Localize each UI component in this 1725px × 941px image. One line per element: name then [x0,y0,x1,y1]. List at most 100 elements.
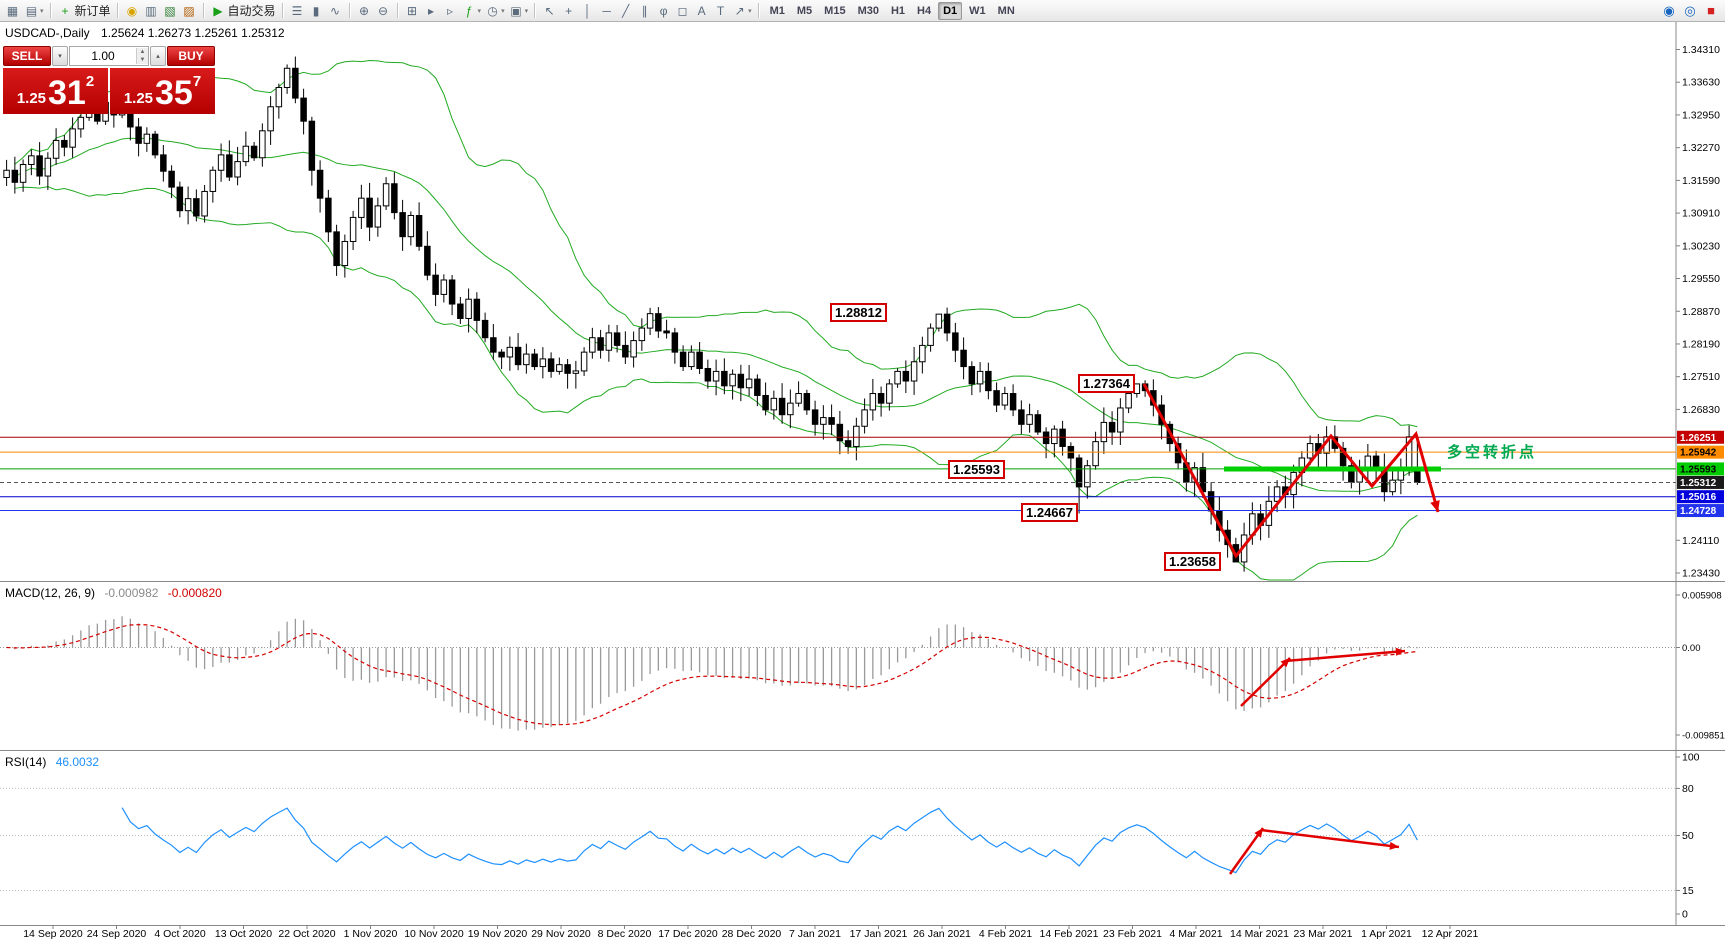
volume-up-icon[interactable]: ▲ [137,48,148,56]
price-callout[interactable]: 1.27364 [1078,374,1135,393]
profiles-icon-caret[interactable]: ▾ [40,7,44,15]
line-chart-icon[interactable]: ∿ [326,2,345,20]
volume-field[interactable]: 1.00 ▲ ▼ [69,46,149,66]
timeframe-m5[interactable]: M5 [796,4,813,17]
volume-down-icon[interactable]: ▼ [137,56,148,64]
price-callout[interactable]: 1.28812 [830,303,887,322]
autotrading-button[interactable]: ▶ 自动交易 [209,2,278,20]
profiles-icon: ▤ [25,3,38,18]
buy-price-frac: 7 [192,73,202,90]
buy-price-display[interactable]: 1.25 35 7 [110,68,215,114]
zoom-out-icon[interactable]: ⊖ [374,2,393,20]
turning-point-line[interactable] [1224,466,1441,472]
shapes-icon[interactable]: ◻ [673,2,692,20]
periods-icon[interactable]: ◷ ▾ [483,2,507,20]
vertical-line-icon[interactable]: │ [578,2,597,20]
macd-annotation-arrow[interactable] [1240,657,1291,707]
channel-icon[interactable]: ∥ [635,2,654,20]
timeframe-h4[interactable]: H4 [917,4,932,17]
rsi-annotation-arrow[interactable] [1260,828,1400,849]
chart-shift-icon[interactable]: ▹ [441,2,460,20]
rsi-annotation-arrow[interactable] [1228,827,1265,875]
timeframe-h1[interactable]: H1 [890,4,906,17]
price-callout[interactable]: 1.23658 [1164,552,1221,571]
timeframe-m30[interactable]: M30 [857,4,879,17]
price-tick-label: 1.28190 [1682,338,1720,350]
fibonacci-icon[interactable]: φ [654,2,673,20]
macd-tick-label: 0.005908 [1682,591,1722,602]
text-icon[interactable]: A [692,2,711,20]
horizontal-line-icon[interactable]: ─ [597,2,616,20]
sell-dropdown-button[interactable]: ▾ [52,46,68,66]
notification-icon[interactable]: ■ [1707,3,1715,18]
trend-zigzag-arrow[interactable] [1142,383,1440,559]
volume-value[interactable]: 1.00 [91,49,115,63]
indicators-icon[interactable]: ƒ ▾ [460,2,484,20]
market-watch-icon: ▥ [145,3,157,18]
date-tick-label: 12 Apr 2021 [1422,928,1479,940]
horizontal-level-lines[interactable] [0,436,1676,512]
templates-icon[interactable]: ▣ ▾ [507,2,531,20]
time-scale[interactable]: 14 Sep 2020 24 Sep 2020 4 Oct 2020 13 Oct 2… [23,925,1478,940]
periods-icon-caret[interactable]: ▾ [501,7,505,15]
candlestick-icon: ▮ [312,3,320,18]
terminal-icon[interactable]: ▨ [180,2,199,20]
symbol-period-label: USDCAD-,Daily [5,26,90,40]
indicators-icon-caret[interactable]: ▾ [477,7,482,15]
buy-dropdown-button[interactable]: ▴ [150,46,166,66]
market-watch-icon[interactable]: ▥ [142,2,161,20]
timeframe-mn[interactable]: MN [997,4,1015,17]
timeframe-m1[interactable]: M1 [769,4,785,17]
bar-chart-icon[interactable]: ☰ [288,2,307,20]
arrows-icon[interactable]: ↗ ▾ [730,2,754,20]
timeframe-w1[interactable]: W1 [969,4,986,17]
zoom-in-icon[interactable]: ⊕ [355,2,374,20]
buy-button[interactable]: BUY [167,46,215,66]
date-tick-label: 17 Dec 2020 [658,928,718,940]
rsi-panel-label: RSI(14) 46.0032 [5,755,99,769]
rsi-line [121,807,1418,874]
label-icon[interactable]: T [711,2,730,20]
toolbar-separator [396,3,399,18]
macd-annotation-arrow[interactable] [1284,649,1406,663]
price-scale[interactable]: 1.34310 1.33630 1.32950 1.32270 1.31590 1.309… [1676,44,1725,921]
price-tick-label: 1.26830 [1682,404,1720,416]
timeframe-d1[interactable]: D1 [938,1,963,20]
candlestick-icon[interactable]: ▮ [307,2,326,20]
price-callout[interactable]: 1.25593 [948,460,1005,479]
toolbar-separator [116,3,119,18]
alerts-icon[interactable]: ◉ [123,2,142,20]
community-icon[interactable]: ◉ [1663,2,1675,18]
templates-icon: ▣ [510,3,522,18]
navigator-icon[interactable]: ▧ [161,2,180,20]
volume-spinner[interactable]: ▲ ▼ [136,48,148,64]
new-chart-icon[interactable]: ▦ [3,2,22,20]
arrows-icon-caret[interactable]: ▾ [748,7,752,15]
fibonacci-icon: φ [659,3,668,18]
price-callout[interactable]: 1.24667 [1021,503,1078,522]
tile-windows-icon[interactable]: ⊞ [403,2,422,20]
crosshair-icon[interactable]: + [559,2,578,20]
macd-histogram [14,616,1418,731]
new-order-button[interactable]: + 新订单 [56,2,113,20]
templates-icon-caret[interactable]: ▾ [524,7,529,15]
price-tick-label: 1.23430 [1682,568,1720,580]
sell-price-display[interactable]: 1.25 31 2 [3,68,108,114]
profiles-icon[interactable]: ▤ ▾ [22,2,46,20]
cursor-icon[interactable]: ↖ [540,2,559,20]
sell-price-prefix: 1.25 [16,90,47,107]
buy-price-prefix: 1.25 [123,90,154,107]
timeframe-m15[interactable]: M15 [824,4,846,17]
search-icon[interactable]: ◎ [1684,2,1696,18]
macd-tick-label: -0.009851 [1682,731,1725,742]
auto-scroll-icon[interactable]: ▸ [422,2,441,20]
price-tick-label: 1.24110 [1682,535,1719,547]
turning-point-annotation[interactable]: 多空转折点 [1447,444,1538,461]
trendline-icon[interactable]: ╱ [616,2,635,20]
macd-panel-label: MACD(12, 26, 9) -0.000982 -0.000820 [5,586,222,600]
buy-price-main: 35 [155,74,193,112]
sell-button[interactable]: SELL [3,46,51,66]
tile-windows-icon: ⊞ [407,3,418,18]
